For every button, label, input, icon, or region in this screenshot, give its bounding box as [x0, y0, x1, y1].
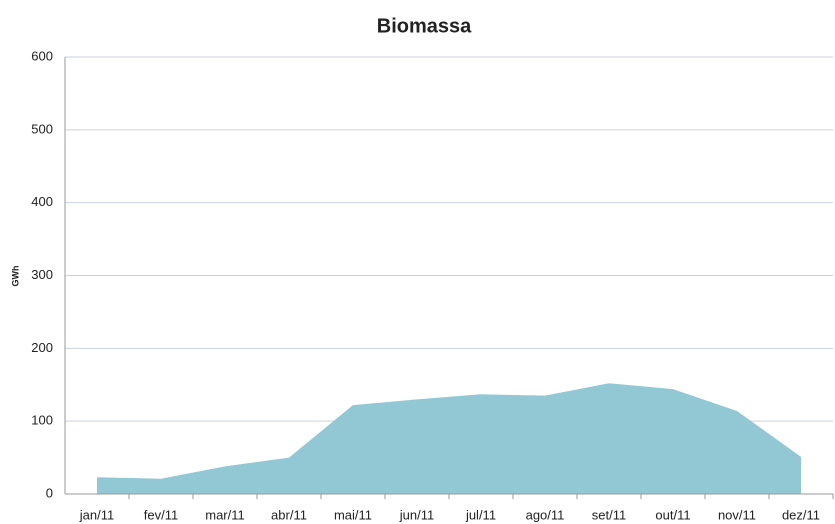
y-tick-label: 300 [31, 267, 53, 282]
x-tick-label: nov/11 [718, 507, 756, 522]
x-tick-label: jan/11 [79, 507, 114, 522]
x-tick-label: fev/11 [144, 507, 178, 522]
x-tick-label: mar/11 [205, 507, 245, 522]
y-tick-label: 200 [31, 340, 53, 355]
x-tick-label: out/11 [655, 507, 690, 522]
chart-title: Biomassa [377, 15, 472, 37]
y-tick-label: 400 [31, 194, 53, 209]
x-tick-label: dez/11 [782, 507, 820, 522]
y-tick-label: 100 [31, 413, 53, 428]
y-tick-label: 600 [31, 48, 53, 63]
x-tick-label: abr/11 [271, 507, 307, 522]
x-tick-label: ago/11 [526, 507, 565, 522]
x-tick-label: mai/11 [334, 507, 372, 522]
x-tick-label: jul/11 [465, 507, 496, 522]
x-tick-label: jun/11 [399, 507, 434, 522]
y-axis-label: GWh [10, 266, 20, 287]
area [97, 383, 801, 494]
x-tick-label: set/11 [592, 507, 626, 522]
y-tick-label: 500 [31, 121, 53, 136]
y-tick-label: 0 [46, 485, 53, 500]
